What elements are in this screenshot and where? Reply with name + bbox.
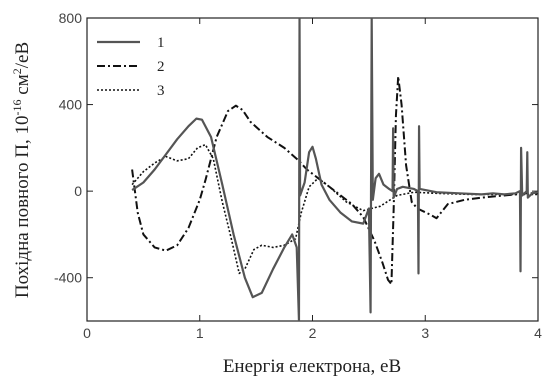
axis-ticks — [86, 17, 539, 321]
y-tick-label: 400 — [59, 97, 83, 113]
x-tick-label: 1 — [196, 325, 204, 341]
x-axis-title: Енергія електрона, еВ — [223, 356, 401, 377]
y-axis-title-tail: /еВ — [12, 42, 33, 68]
y-axis-title-main: Похідна повного П, 10 — [12, 115, 33, 298]
legend-label-3: 3 — [157, 83, 165, 99]
x-tick-label: 3 — [421, 325, 429, 341]
legend: 1 2 3 — [97, 35, 165, 99]
x-tick-label: 0 — [83, 325, 91, 341]
x-tick-label: 4 — [534, 325, 542, 341]
y-axis-title: Похідна повного П, 10-16 см2/еВ — [10, 42, 33, 298]
series-line-3 — [131, 143, 538, 275]
y-tick-label: 0 — [74, 183, 82, 199]
y-tick-label: 800 — [59, 10, 83, 26]
x-tick-label: 2 — [309, 325, 317, 341]
y-axis-title-unit: см — [12, 74, 33, 99]
axis-tick-labels: 0 1 2 3 4 -400 0 400 800 — [54, 10, 542, 341]
legend-label-2: 2 — [157, 59, 165, 75]
y-tick-label: -400 — [54, 270, 82, 286]
series-line-2 — [131, 75, 538, 286]
series-layer — [131, 18, 538, 321]
series-line-1 — [131, 18, 538, 321]
legend-label-1: 1 — [157, 35, 165, 51]
y-axis-title-unit-exp: 2 — [10, 68, 24, 74]
y-axis-title-exp: -16 — [10, 99, 24, 115]
